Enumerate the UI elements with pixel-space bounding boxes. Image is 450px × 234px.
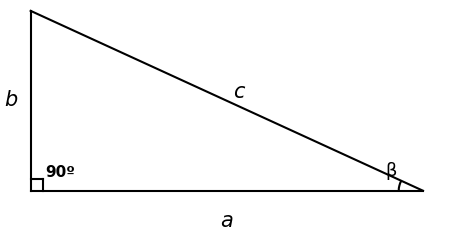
Text: 90º: 90º: [45, 165, 75, 180]
Text: β: β: [385, 162, 396, 180]
Text: $c$: $c$: [234, 82, 247, 102]
Text: $a$: $a$: [220, 211, 234, 231]
Text: $b$: $b$: [4, 90, 18, 110]
